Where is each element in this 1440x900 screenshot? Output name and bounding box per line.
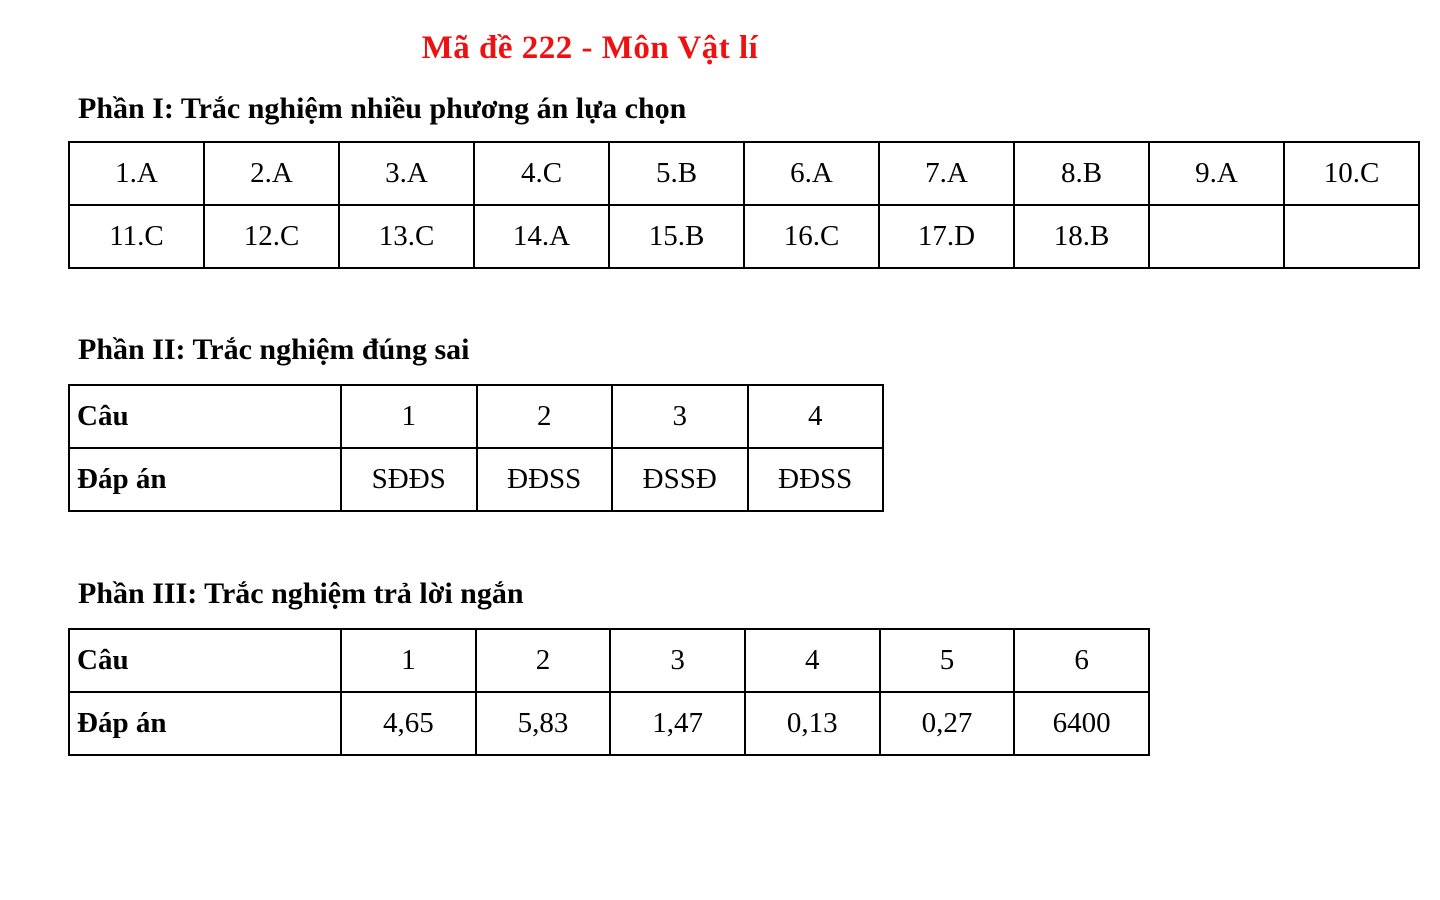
table-row: 1.A 2.A 3.A 4.C 5.B 6.A 7.A 8.B 9.A 10.C (68, 140, 1420, 206)
answer-cell: 3.A (338, 140, 475, 206)
answer-cell: 1,47 (609, 690, 746, 756)
answer-cell: 11.C (68, 203, 205, 269)
question-number-cell: 4 (746, 384, 884, 449)
question-number-cell: 2 (474, 627, 612, 693)
question-number-cell: 6 (1013, 627, 1150, 693)
part1-heading: Phần I: Trắc nghiệm nhiều phương án lựa … (78, 92, 687, 125)
answer-cell: 5.B (608, 140, 745, 206)
answer-cell: 2.A (203, 140, 340, 206)
part3-answer-table: Câu 1 2 3 4 5 6 Đáp án 4,65 5,83 1,47 0,… (68, 627, 1150, 756)
question-number-cell: 3 (611, 384, 749, 449)
answer-cell: 4,65 (340, 690, 477, 756)
question-number-cell: 4 (743, 627, 881, 693)
answer-cell: 17.D (878, 203, 1015, 269)
table-row: Câu 1 2 3 4 (68, 384, 884, 449)
answer-cell: 0,27 (878, 690, 1016, 756)
answer-row-label: Đáp án (68, 447, 342, 512)
answer-cell: ĐSSĐ (611, 447, 749, 512)
answer-cell: 16.C (743, 203, 880, 269)
answer-cell: 5,83 (474, 690, 612, 756)
answer-cell: 6.A (743, 140, 880, 206)
part1-answer-table: 1.A 2.A 3.A 4.C 5.B 6.A 7.A 8.B 9.A 10.C… (68, 140, 1420, 269)
part2-heading: Phần II: Trắc nghiệm đúng sai (78, 332, 470, 366)
answer-cell: 14.A (473, 203, 610, 269)
part2-answer-table: Câu 1 2 3 4 Đáp án SĐĐS ĐĐSS ĐSSĐ ĐĐSS (68, 384, 884, 512)
table-row: Câu 1 2 3 4 5 6 (68, 627, 1150, 693)
answer-cell: 15.B (608, 203, 745, 269)
question-number-cell: 3 (609, 627, 746, 693)
answer-key-document: Mã đề 222 - Môn Vật lí Phần I: Trắc nghi… (0, 30, 1440, 756)
question-number-cell: 1 (340, 384, 478, 449)
table-row: Đáp án SĐĐS ĐĐSS ĐSSĐ ĐĐSS (68, 447, 884, 512)
answer-cell: ĐĐSS (746, 447, 884, 512)
answer-row-label: Đáp án (68, 690, 342, 756)
question-number-cell: 5 (878, 627, 1016, 693)
answer-cell: 9.A (1148, 140, 1285, 206)
answer-cell: 13.C (338, 203, 475, 269)
answer-cell: 10.C (1283, 140, 1420, 206)
answer-cell: SĐĐS (340, 447, 478, 512)
answer-cell: 8.B (1013, 140, 1150, 206)
answer-cell: 6400 (1013, 690, 1150, 756)
table-row: Đáp án 4,65 5,83 1,47 0,13 0,27 6400 (68, 690, 1150, 756)
part3-heading: Phần III: Trắc nghiệm trả lời ngắn (78, 577, 524, 610)
answer-cell: ĐĐSS (475, 447, 613, 512)
answer-cell: 18.B (1013, 203, 1150, 269)
document-title: Mã đề 222 - Môn Vật lí (421, 30, 759, 66)
answer-cell: 4.C (473, 140, 610, 206)
question-number-cell: 1 (340, 627, 477, 693)
table-row: 11.C 12.C 13.C 14.A 15.B 16.C 17.D 18.B (68, 203, 1420, 269)
question-row-label: Câu (68, 384, 342, 449)
answer-cell-empty (1283, 203, 1420, 269)
question-number-cell: 2 (475, 384, 613, 449)
answer-cell: 7.A (878, 140, 1015, 206)
answer-cell: 12.C (203, 203, 340, 269)
answer-cell-empty (1148, 203, 1285, 269)
answer-cell: 0,13 (743, 690, 881, 756)
answer-cell: 1.A (68, 140, 205, 206)
question-row-label: Câu (68, 627, 342, 693)
